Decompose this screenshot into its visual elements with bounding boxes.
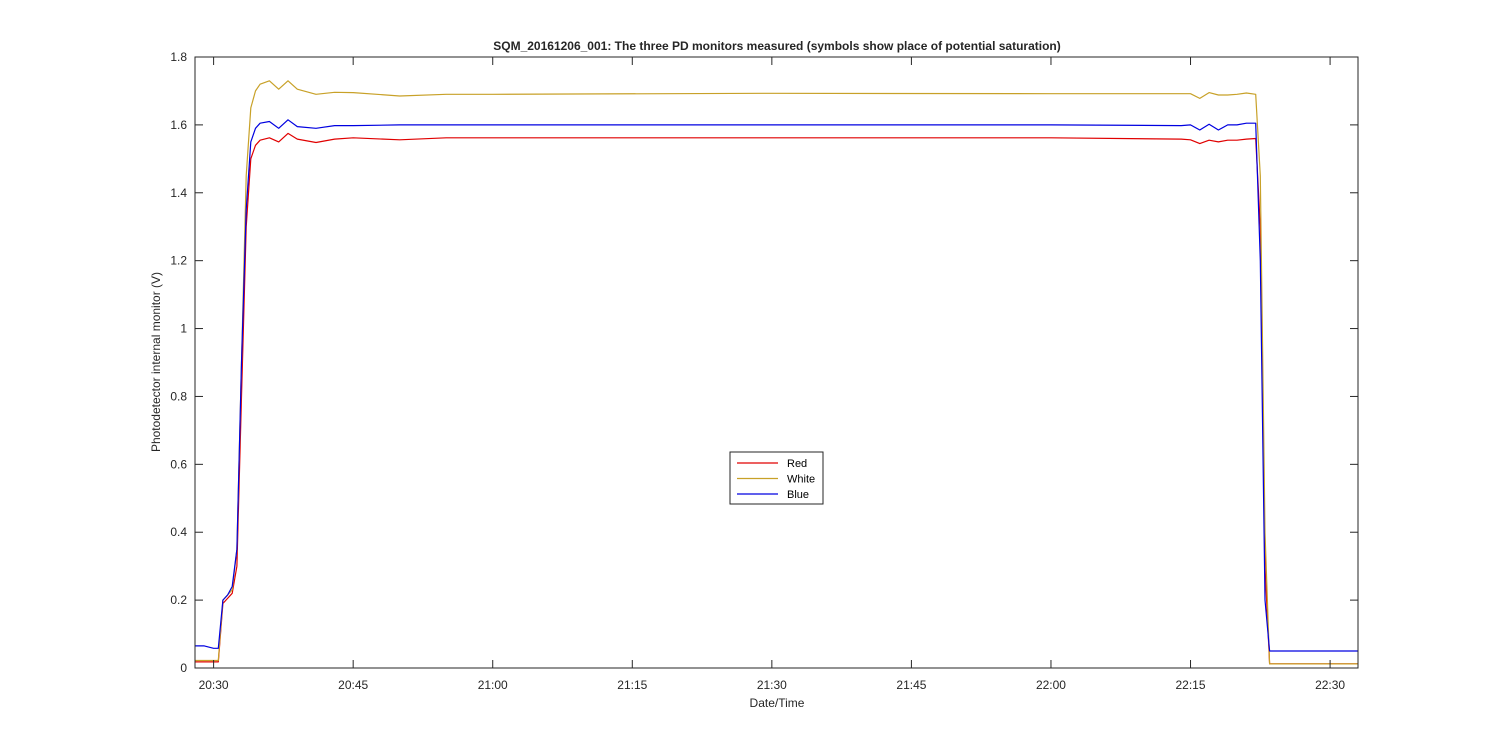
x-tick-label: 21:45 xyxy=(896,678,926,692)
x-tick-label: 20:45 xyxy=(338,678,368,692)
y-tick-label: 1 xyxy=(180,322,187,336)
x-tick-label: 20:30 xyxy=(199,678,229,692)
y-tick-label: 0 xyxy=(180,661,187,675)
series-layer xyxy=(195,80,1358,665)
x-tick-label: 21:30 xyxy=(757,678,787,692)
axes-box xyxy=(194,56,1359,669)
plot-area xyxy=(195,57,1358,668)
y-tick-label: 1.6 xyxy=(170,118,187,132)
x-axis-label: Date/Time xyxy=(750,696,805,710)
x-tick-label: 22:00 xyxy=(1036,678,1066,692)
x-tick-label: 22:15 xyxy=(1176,678,1206,692)
ticks-layer: 20:30 20:45 21:00 21:15 21:30 21:45 22:00 22:15… xyxy=(170,50,1358,692)
y-tick-label: 0.2 xyxy=(170,593,187,607)
y-tick-label: 0.8 xyxy=(170,389,187,403)
chart-title: SQM_20161206_001: The three PD monitors … xyxy=(493,39,1061,53)
legend-label-white: White xyxy=(787,474,815,486)
y-tick-label: 0.4 xyxy=(170,525,187,539)
y-tick-label: 0.6 xyxy=(170,457,187,471)
legend-label-blue: Blue xyxy=(787,489,809,501)
y-tick-label: 1.4 xyxy=(170,186,187,200)
legend-label-red: Red xyxy=(787,458,807,470)
x-tick-label: 21:15 xyxy=(617,678,647,692)
legend: Red White Blue xyxy=(729,451,824,505)
y-tick-label: 1.8 xyxy=(170,50,187,64)
x-tick-label: 21:00 xyxy=(478,678,508,692)
series-line-blue xyxy=(195,119,1358,652)
x-tick-label: 22:30 xyxy=(1315,678,1345,692)
y-axis-label: Photodetector internal monitor (V) xyxy=(149,272,163,452)
y-tick-label: 1.2 xyxy=(170,254,187,268)
series-line-red xyxy=(195,132,1358,665)
